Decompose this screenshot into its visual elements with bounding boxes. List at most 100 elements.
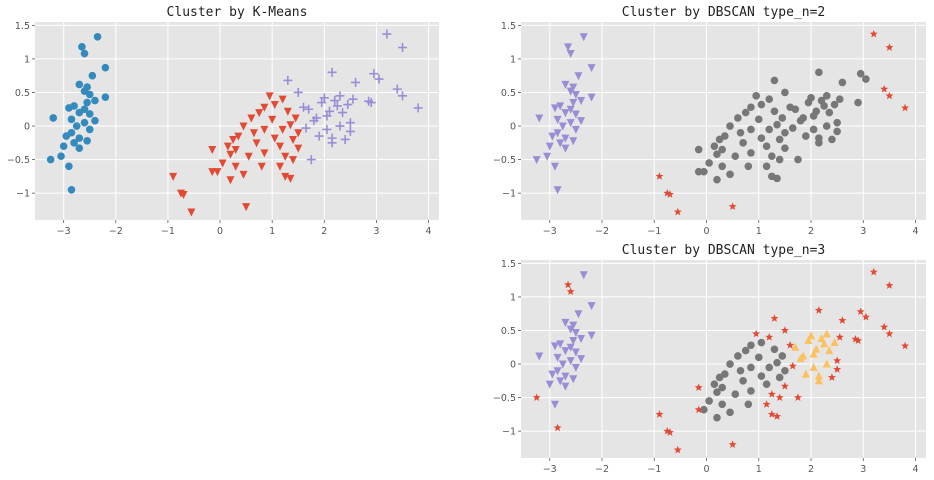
data-point bbox=[726, 170, 734, 179]
x-tick-label: −3 bbox=[57, 226, 71, 237]
data-point bbox=[260, 149, 269, 158]
data-point bbox=[85, 125, 94, 134]
data-point bbox=[833, 118, 841, 127]
data-point bbox=[101, 63, 110, 72]
data-point bbox=[239, 170, 248, 179]
data-point bbox=[545, 380, 554, 389]
data-point bbox=[741, 346, 750, 355]
data-point bbox=[665, 190, 674, 198]
data-point bbox=[768, 152, 776, 161]
data-point bbox=[587, 64, 596, 73]
data-point bbox=[775, 155, 784, 164]
data-point bbox=[718, 383, 726, 392]
data-point bbox=[330, 96, 340, 106]
data-point bbox=[57, 152, 65, 161]
data-point bbox=[780, 326, 789, 334]
data-point bbox=[773, 174, 781, 183]
data-point bbox=[781, 88, 789, 97]
x-tick-label: −2 bbox=[595, 464, 609, 475]
data-point bbox=[809, 362, 818, 371]
data-point bbox=[67, 115, 76, 124]
data-point bbox=[736, 128, 745, 137]
data-point bbox=[260, 125, 269, 134]
data-point bbox=[757, 372, 766, 380]
data-point bbox=[208, 146, 217, 155]
chart-1: −3 −2 −1 0 1 2 3 4 −1 −0.5 0 0.5 1 1.5 Cluster by K-Me… bbox=[7, 5, 439, 237]
data-point bbox=[767, 390, 776, 398]
data-point bbox=[561, 347, 570, 356]
y-tick-label: 1.5 bbox=[501, 21, 516, 32]
data-point bbox=[532, 156, 541, 165]
data-point bbox=[885, 281, 894, 289]
data-point bbox=[398, 43, 408, 53]
data-point bbox=[571, 125, 580, 134]
data-point bbox=[830, 338, 839, 347]
data-point bbox=[577, 117, 586, 126]
data-point bbox=[757, 100, 766, 109]
data-point bbox=[553, 129, 562, 138]
plot-area bbox=[35, 22, 439, 220]
data-point bbox=[88, 71, 97, 80]
data-point bbox=[830, 100, 839, 109]
data-point bbox=[796, 116, 805, 125]
data-point bbox=[726, 408, 734, 417]
data-point bbox=[835, 95, 844, 103]
data-point bbox=[338, 108, 348, 118]
x-tick-label: 4 bbox=[426, 226, 432, 237]
data-point bbox=[535, 352, 544, 361]
series-2 bbox=[694, 68, 870, 184]
data-point bbox=[781, 128, 789, 137]
data-point bbox=[304, 104, 314, 114]
data-point bbox=[820, 102, 828, 110]
series-4 bbox=[532, 267, 910, 454]
data-point bbox=[571, 328, 580, 337]
data-point bbox=[345, 126, 355, 136]
series-1 bbox=[535, 271, 596, 409]
data-point bbox=[340, 134, 350, 144]
data-point bbox=[710, 380, 719, 388]
data-point bbox=[179, 190, 188, 199]
data-point bbox=[218, 159, 227, 168]
data-point bbox=[49, 114, 58, 122]
y-tick-label: −1 bbox=[16, 189, 30, 200]
data-point bbox=[93, 32, 102, 41]
data-point bbox=[835, 332, 844, 341]
data-point bbox=[226, 150, 235, 159]
data-point bbox=[574, 310, 583, 319]
data-point bbox=[270, 134, 279, 143]
data-point bbox=[278, 95, 287, 104]
data-point bbox=[820, 339, 829, 348]
data-point bbox=[561, 134, 570, 143]
y-tick-label: 1 bbox=[24, 54, 30, 65]
data-point bbox=[301, 123, 311, 133]
data-point bbox=[75, 80, 84, 89]
data-point bbox=[569, 375, 578, 384]
data-point bbox=[70, 139, 78, 147]
data-point bbox=[747, 103, 755, 112]
data-point bbox=[744, 400, 753, 409]
data-point bbox=[78, 43, 86, 51]
data-point bbox=[564, 43, 573, 52]
data-point bbox=[65, 104, 73, 112]
data-point bbox=[801, 369, 810, 378]
data-point bbox=[231, 162, 240, 171]
data-point bbox=[571, 363, 580, 372]
data-point bbox=[694, 405, 703, 414]
data-point bbox=[770, 107, 779, 116]
data-point bbox=[781, 366, 789, 375]
data-point bbox=[773, 358, 781, 367]
x-tick-label: 4 bbox=[913, 464, 919, 475]
data-point bbox=[861, 312, 870, 321]
data-point bbox=[781, 144, 789, 152]
data-point bbox=[566, 119, 575, 128]
data-point bbox=[276, 142, 285, 151]
data-point bbox=[281, 152, 290, 161]
data-point bbox=[298, 102, 308, 112]
data-point bbox=[545, 142, 554, 151]
data-point bbox=[822, 92, 831, 100]
data-point bbox=[705, 397, 713, 405]
data-point bbox=[856, 69, 865, 78]
y-tick-label: −0.5 bbox=[493, 393, 516, 404]
data-point bbox=[566, 357, 575, 366]
data-point bbox=[91, 116, 99, 125]
